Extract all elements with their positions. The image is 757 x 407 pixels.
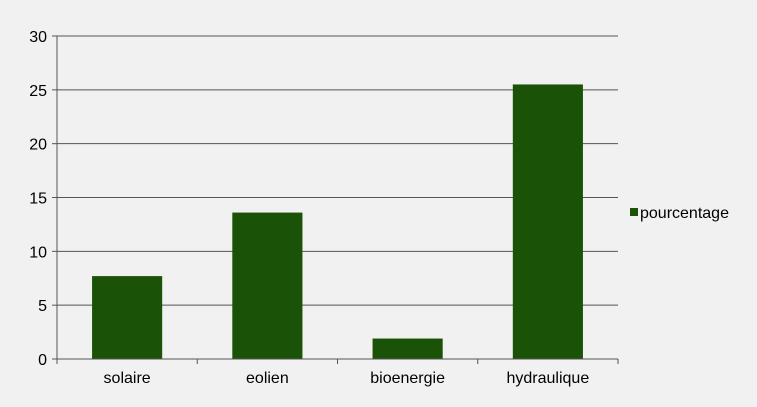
x-category-label-solaire: solaire <box>104 370 151 387</box>
y-tick-label-25: 25 <box>29 83 47 100</box>
y-tick-label-10: 10 <box>29 244 47 261</box>
legend: pourcentage <box>630 205 729 222</box>
y-tick-label-0: 0 <box>38 352 47 369</box>
x-category-labels: solaire eolien bioenergie hydraulique <box>104 370 590 387</box>
bar-solaire <box>92 276 163 359</box>
bars <box>92 84 583 359</box>
axes <box>52 35 619 364</box>
x-category-label-bioenergie: bioenergie <box>370 370 445 387</box>
legend-label-pourcentage: pourcentage <box>640 205 729 222</box>
legend-swatch <box>630 208 638 216</box>
y-tick-labels: 0 5 10 15 20 25 30 <box>29 29 47 369</box>
x-category-label-eolien: eolien <box>246 370 289 387</box>
y-tick-label-5: 5 <box>38 298 47 315</box>
bar-bioenergie <box>372 338 443 359</box>
y-tick-label-30: 30 <box>29 29 47 46</box>
bar-hydraulique <box>512 84 583 359</box>
bar-eolien <box>232 212 303 359</box>
x-category-label-hydraulique: hydraulique <box>507 370 590 387</box>
y-tick-label-20: 20 <box>29 137 47 154</box>
y-tick-label-15: 15 <box>29 191 47 208</box>
